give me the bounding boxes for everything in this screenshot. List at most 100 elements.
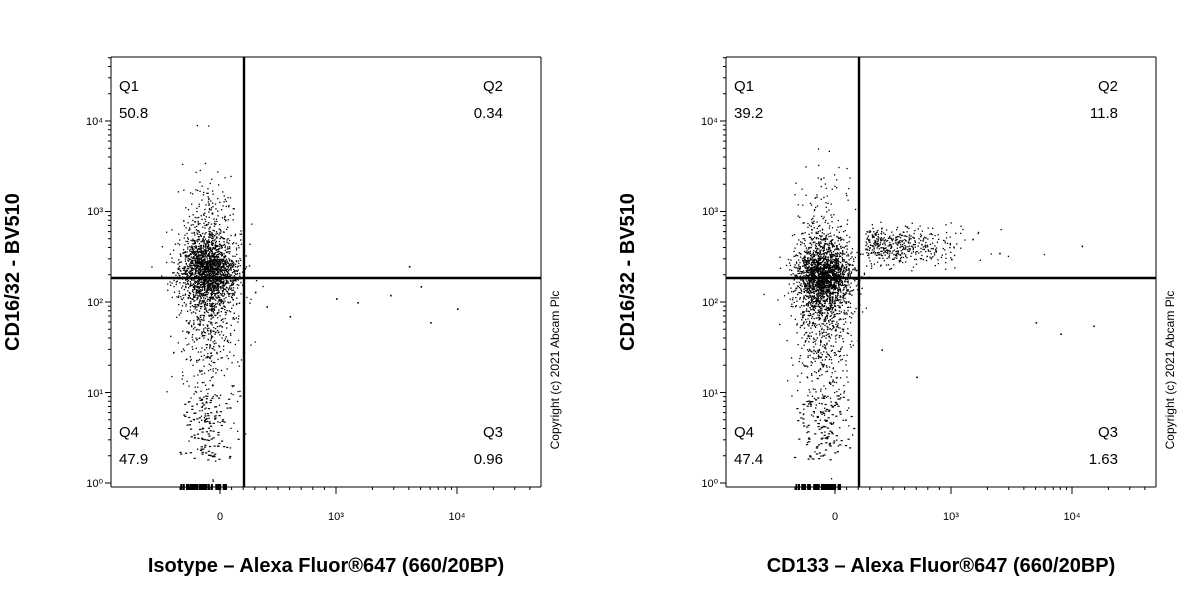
event-dot (839, 302, 841, 304)
event-dot (201, 289, 203, 292)
event-dot (832, 244, 835, 246)
event-dot (206, 240, 208, 242)
event-dot (832, 270, 834, 272)
event-dot (211, 233, 213, 236)
event-dot (808, 233, 810, 235)
event-dot (218, 458, 221, 460)
event-dot (208, 270, 210, 272)
event-dot (818, 272, 820, 274)
event-dot (822, 275, 824, 277)
event-dot (831, 329, 833, 331)
event-dot (829, 397, 832, 399)
event-dot (224, 267, 226, 269)
event-dot (207, 454, 211, 456)
event-dot (825, 396, 828, 399)
event-dot (235, 249, 238, 251)
event-dot (230, 285, 232, 287)
event-dot (218, 258, 220, 261)
event-dot (210, 268, 212, 270)
event-dot (202, 259, 204, 262)
event-dot (830, 314, 832, 317)
event-dot (203, 270, 205, 272)
event-dot (209, 305, 211, 307)
event-dot (189, 258, 191, 261)
event-dot (209, 285, 211, 287)
event-dot (836, 376, 838, 379)
event-dot (828, 260, 830, 262)
event-dot (825, 334, 828, 336)
event-dot (240, 281, 242, 284)
event-dot (819, 250, 821, 252)
event-dot (830, 345, 832, 347)
event-dot (202, 319, 204, 321)
event-dot (208, 197, 210, 200)
event-dot (202, 294, 205, 296)
event-dot (194, 226, 196, 228)
event-dot (823, 263, 826, 265)
event-dot (813, 352, 815, 355)
event-dot (214, 333, 216, 335)
event-dot (208, 333, 210, 335)
event-dot (229, 246, 231, 248)
event-dot (204, 261, 207, 264)
event-dot (835, 326, 838, 328)
event-dot (190, 262, 193, 265)
event-dot (206, 286, 208, 288)
event-dot (818, 264, 820, 266)
event-dot (217, 288, 219, 290)
event-dot (214, 394, 216, 396)
event-dot (221, 440, 224, 442)
event-dot (196, 403, 198, 406)
event-dot (850, 322, 852, 324)
event-dot (209, 182, 211, 185)
event-dot (191, 272, 194, 274)
event-dot (820, 242, 822, 244)
event-dot (178, 295, 180, 297)
event-dot (240, 230, 242, 232)
event-dot (804, 365, 806, 367)
event-dot (206, 290, 208, 292)
event-dot (207, 282, 209, 284)
event-dot (807, 302, 809, 305)
event-dot (808, 310, 810, 312)
event-dot (817, 177, 819, 179)
event-dot (234, 263, 237, 265)
event-dot (829, 280, 831, 283)
event-dot (800, 289, 802, 291)
event-dot (231, 272, 234, 274)
event-dot (824, 304, 826, 307)
event-dot (206, 291, 208, 293)
event-dot (231, 362, 233, 364)
event-dot (201, 283, 203, 285)
event-dot (196, 265, 199, 268)
event-dot (808, 320, 811, 322)
event-dot (192, 283, 194, 285)
event-dot (171, 282, 173, 284)
quadrant-value-q3: 0.96 (474, 451, 503, 468)
event-dot (197, 448, 199, 450)
event-dot (834, 262, 836, 264)
event-dot (809, 391, 811, 393)
event-dot (790, 357, 793, 359)
event-dot (233, 329, 236, 331)
event-dot (779, 323, 781, 326)
event-dot (188, 401, 191, 403)
event-dot (827, 256, 829, 258)
event-dot (225, 275, 228, 278)
event-dot (818, 248, 820, 250)
event-dot (225, 282, 227, 285)
event-dot (820, 236, 822, 238)
event-dot (842, 296, 845, 298)
event-dot (209, 280, 211, 282)
event-dot (200, 235, 202, 238)
event-dot (236, 302, 238, 305)
event-dot (193, 279, 195, 281)
event-dot (828, 302, 830, 305)
event-dot (798, 252, 800, 254)
event-dot (822, 264, 824, 266)
event-dot (210, 282, 212, 284)
event-dot (188, 229, 190, 231)
event-dot (827, 309, 829, 311)
event-dot (195, 253, 197, 255)
event-dot (211, 285, 213, 287)
